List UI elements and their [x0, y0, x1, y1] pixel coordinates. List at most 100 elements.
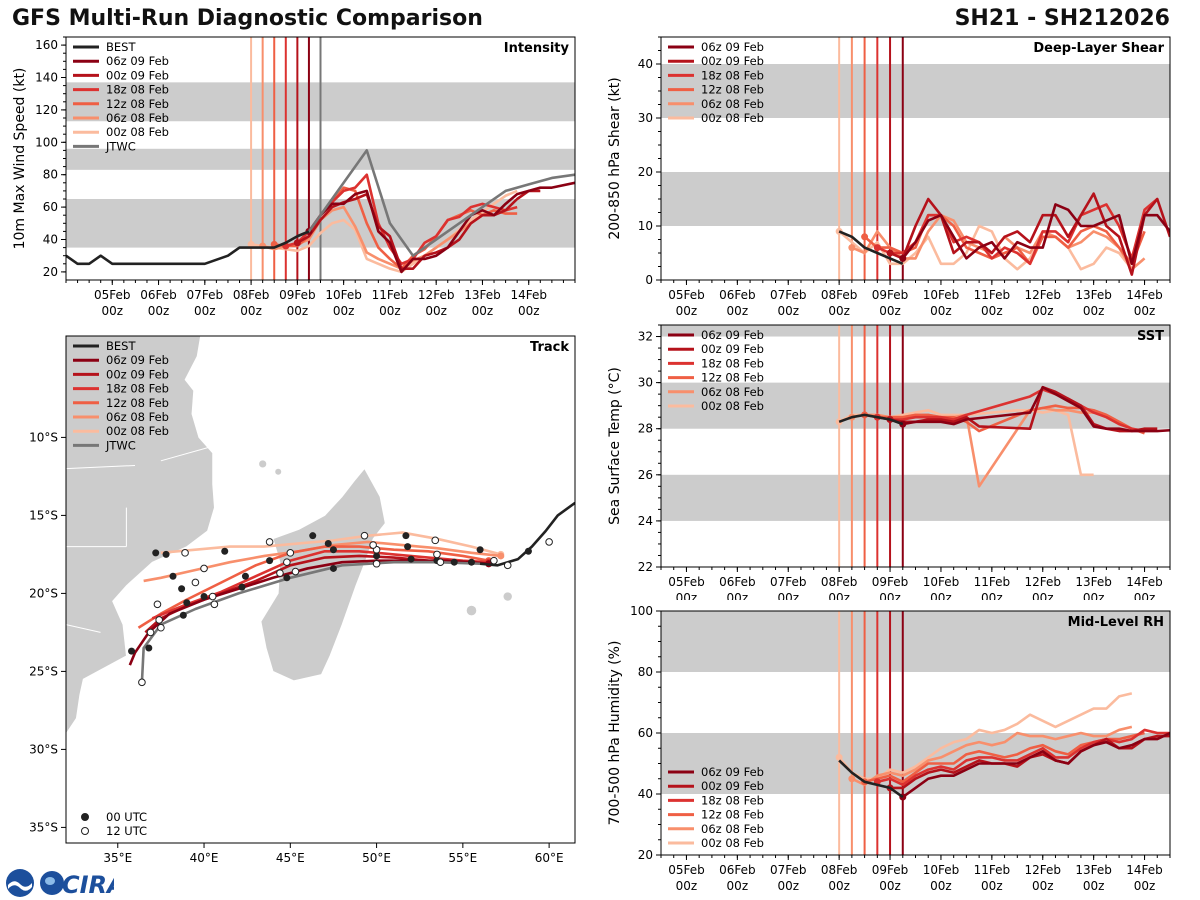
shear-series-start-point: [848, 244, 856, 252]
track-legend-label: JTWC: [105, 438, 136, 452]
intensity-series-start-point: [293, 239, 301, 247]
track-marker-00utc: [450, 558, 458, 566]
sst-xtick-day: 05Feb: [668, 575, 705, 589]
rh-xtick-hour: 00z: [828, 879, 850, 893]
track-marker-00utc: [524, 547, 532, 555]
rh-series-start-point: [848, 775, 856, 783]
rh-ytick-label: 40: [638, 787, 653, 801]
track-marker-00utc: [179, 611, 187, 619]
rh-series-line: [851, 725, 1133, 787]
shear-xtick-day: 05Feb: [668, 288, 705, 302]
track-marker-00utc: [145, 644, 153, 652]
intensity-plot-area: [66, 37, 575, 280]
track-xtick-label: 60°E: [535, 851, 564, 865]
rh-ytick-label: 100: [630, 604, 653, 618]
page-title: GFS Multi-Run Diagnostic Comparison: [12, 6, 483, 31]
sst-xtick-hour: 00z: [981, 591, 1003, 600]
track-marker-12utc: [291, 567, 300, 576]
track-marker-00utc: [266, 557, 274, 565]
sst-xtick-hour: 00z: [828, 591, 850, 600]
intensity-ytick-label: 40: [43, 233, 58, 247]
island-landmass: [259, 460, 267, 468]
track-legend-label: 06z 08 Feb: [106, 410, 169, 424]
rh-xtick-hour: 00z: [1083, 879, 1105, 893]
rh-xtick-day: 11Feb: [974, 863, 1011, 877]
track-marker-00utc: [183, 599, 191, 607]
track-title: Track: [530, 340, 569, 355]
sst-xtick-hour: 00z: [879, 591, 901, 600]
sst-xtick-hour: 00z: [1134, 591, 1156, 600]
track-marker-00utc: [324, 539, 332, 547]
track-marker-12utc: [157, 623, 165, 632]
sst-shaded-band: [661, 474, 1170, 521]
shear-ytick-label: 30: [638, 111, 653, 125]
intensity-xtick-hour: 00z: [425, 304, 447, 318]
intensity-xtick-hour: 00z: [472, 304, 494, 318]
rh-best-line: [838, 759, 904, 799]
sst-xtick-hour: 00z: [930, 591, 952, 600]
sst-xtick-day: 09Feb: [872, 575, 909, 589]
intensity-xtick-hour: 00z: [287, 304, 309, 318]
rh-legend-label: 00z 09 Feb: [701, 779, 764, 793]
shear-xtick-hour: 00z: [879, 304, 901, 318]
track-marker-00utc: [407, 555, 415, 563]
country-border: [66, 624, 101, 633]
rh-series-line: [890, 734, 1170, 790]
sst-xtick-day: 06Feb: [719, 575, 756, 589]
sst-title: SST: [1137, 329, 1164, 344]
intensity-xtick-day: 05Feb: [94, 288, 131, 302]
shear-xtick-day: 08Feb: [821, 288, 858, 302]
rh-xtick-hour: 00z: [930, 879, 952, 893]
intensity-xtick-hour: 00z: [240, 304, 262, 318]
track-marker-00utc: [169, 572, 177, 580]
rh-xtick-hour: 00z: [1134, 879, 1156, 893]
sst-ytick-label: 26: [638, 468, 653, 482]
shear-series-start-point: [873, 244, 881, 252]
intensity-series-line: [307, 181, 575, 274]
rh-legend-label: 12z 08 Feb: [701, 808, 764, 822]
shear-series-line: [876, 198, 1159, 266]
intensity-legend-label: JTWC: [105, 139, 136, 153]
sst-xtick-hour: 00z: [1083, 591, 1105, 600]
shear-xtick-day: 07Feb: [770, 288, 807, 302]
intensity-xtick-hour: 00z: [518, 304, 540, 318]
shear-series-start-point: [899, 254, 907, 262]
sst-legend-label: 00z 08 Feb: [701, 399, 764, 413]
intensity-xtick-hour: 00z: [194, 304, 216, 318]
track-marker-00utc: [402, 532, 410, 540]
track-marker-00utc: [221, 547, 229, 555]
sst-xtick-day: 14Feb: [1126, 575, 1163, 589]
track-marker-legend-symbol: [81, 813, 89, 821]
intensity-xtick-day: 07Feb: [187, 288, 224, 302]
track-marker-00utc: [329, 546, 337, 554]
cira-logo: CIRA: [6, 869, 114, 899]
intensity-xtick-day: 13Feb: [464, 288, 501, 302]
track-marker-00utc: [178, 585, 186, 593]
sst-xtick-day: 08Feb: [821, 575, 858, 589]
track-marker-00utc: [128, 647, 136, 655]
rh-series-start-point: [835, 753, 843, 761]
shear-legend-label: 00z 08 Feb: [701, 111, 764, 125]
shear-xtick-day: 11Feb: [974, 288, 1011, 302]
track-marker-12utc: [200, 564, 208, 573]
track-marker-12utc: [369, 541, 377, 549]
sst-legend-label: 00z 09 Feb: [701, 342, 764, 356]
track-marker-00utc: [467, 558, 475, 566]
track-marker-00utc: [476, 546, 484, 554]
track-marker-00utc: [200, 593, 208, 601]
storm-id: SH21 - SH212026: [954, 6, 1170, 31]
track-ytick-label: 25°S: [29, 664, 58, 678]
track-marker-00utc: [241, 572, 249, 580]
sst-xtick-day: 13Feb: [1075, 575, 1112, 589]
intensity-legend-label: BEST: [106, 40, 136, 54]
shear-xtick-day: 10Feb: [923, 288, 960, 302]
country-border: [66, 464, 136, 470]
shear-xtick-hour: 00z: [676, 304, 698, 318]
track-marker-12utc: [545, 538, 553, 546]
rh-xtick-day: 14Feb: [1126, 863, 1163, 877]
rh-title: Mid-Level RH: [1068, 615, 1164, 630]
sst-xtick-hour: 00z: [777, 591, 799, 600]
intensity-legend-label: 00z 09 Feb: [106, 68, 169, 82]
sst-chart: 22 24 26 28 30 32 05Feb 00z 06Feb 00z 07Feb 00z 08Fe…: [607, 324, 1171, 600]
shear-xtick-day: 12Feb: [1024, 288, 1061, 302]
